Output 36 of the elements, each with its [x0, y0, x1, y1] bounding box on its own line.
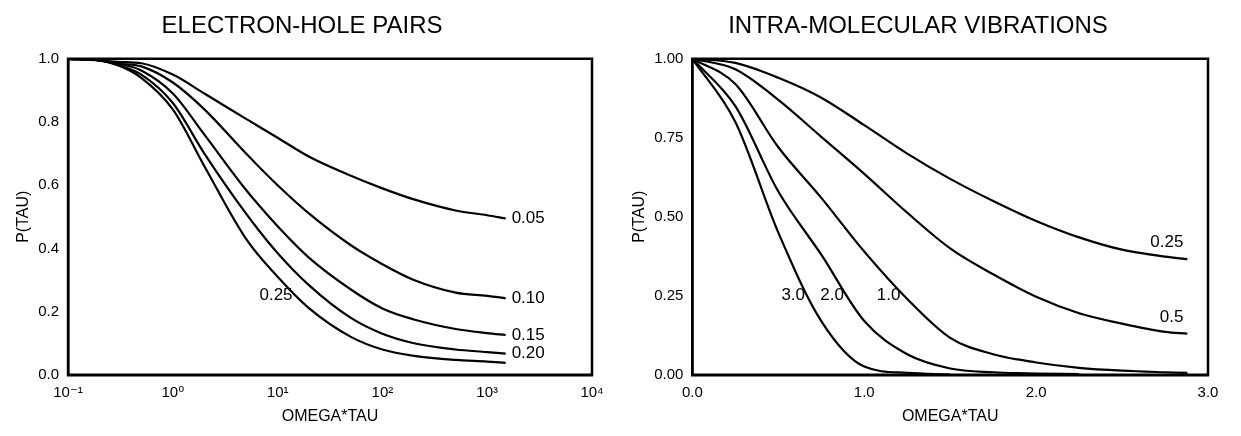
- chart-title: ELECTRON-HOLE PAIRS: [161, 11, 443, 39]
- x-tick-label: 0.0: [681, 382, 703, 400]
- x-tick-label: 10¹: [266, 382, 289, 400]
- series-label: 0.20: [511, 343, 545, 363]
- y-tick-label: 0.4: [38, 238, 60, 256]
- x-tick-label: 10⁻¹: [53, 382, 83, 400]
- series-label: 0.10: [511, 288, 545, 308]
- y-axis-title: P(TAU): [630, 190, 648, 243]
- series-label: 3.0: [781, 285, 806, 305]
- x-axis-title: OMEGA*TAU: [281, 406, 379, 424]
- x-tick-label: 10⁴: [580, 382, 604, 400]
- series-label: 0.5: [1159, 306, 1184, 326]
- y-tick-label: 0.8: [38, 112, 60, 130]
- x-tick-label: 10³: [476, 382, 499, 400]
- y-tick-label: 1.0: [38, 48, 60, 66]
- chart-title: INTRA-MOLECULAR VIBRATIONS: [728, 11, 1108, 39]
- x-tick-label: 3.0: [1197, 382, 1219, 400]
- x-tick-label: 10⁰: [161, 382, 185, 400]
- y-axis-title: P(TAU): [14, 190, 32, 243]
- y-tick-label: 0.2: [38, 301, 60, 319]
- y-tick-label: 0.6: [38, 175, 60, 193]
- series-label: 0.25: [259, 285, 293, 305]
- y-tick-label: 0.50: [654, 206, 684, 224]
- y-tick-label: 0.00: [654, 364, 684, 382]
- series-label: 0.25: [1150, 232, 1184, 252]
- y-tick-label: 1.00: [654, 48, 684, 66]
- x-tick-label: 2.0: [1025, 382, 1047, 400]
- y-tick-label: 0.75: [654, 127, 684, 145]
- x-tick-label: 10²: [371, 382, 394, 400]
- series-label: 0.15: [511, 324, 545, 344]
- y-tick-label: 0.25: [654, 285, 684, 303]
- x-tick-label: 1.0: [853, 382, 875, 400]
- x-axis-title: OMEGA*TAU: [901, 406, 999, 424]
- y-tick-label: 0.0: [38, 364, 60, 382]
- series-label: 2.0: [820, 285, 844, 305]
- series-label: 0.05: [511, 208, 545, 228]
